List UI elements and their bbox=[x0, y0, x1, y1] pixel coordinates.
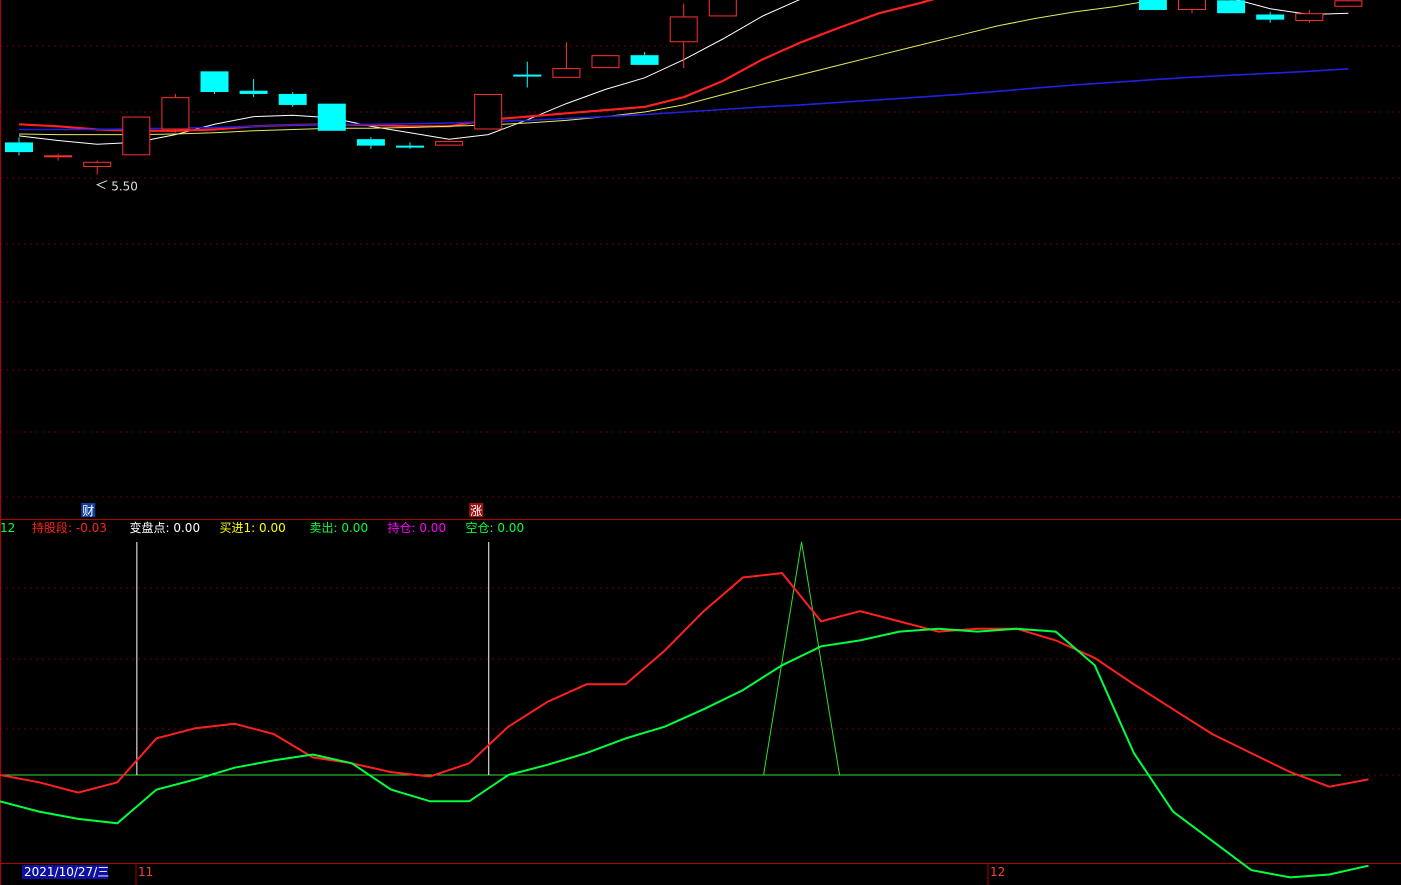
legend-entry: 变盘点: 0.00 bbox=[130, 520, 201, 535]
candlesticks bbox=[5, 0, 1363, 175]
candle-body bbox=[5, 142, 33, 153]
event-marker-box bbox=[81, 503, 96, 517]
legend-entry: 买进1: 0.00 bbox=[220, 521, 286, 535]
current-date: 2021/10/27/三 bbox=[24, 865, 109, 879]
candle-body bbox=[552, 68, 581, 78]
candle-body bbox=[1178, 0, 1206, 10]
candle-body bbox=[356, 139, 385, 146]
candle-body bbox=[200, 71, 229, 93]
candle-body bbox=[161, 97, 190, 130]
candle-body bbox=[396, 145, 424, 148]
legend-entry: 空仓: 0.00 bbox=[466, 521, 525, 535]
candle-body bbox=[669, 16, 698, 43]
candle-body bbox=[513, 74, 542, 77]
moving-average-line bbox=[19, 68, 1349, 131]
candle-body bbox=[1295, 13, 1324, 21]
candle-body bbox=[1334, 0, 1363, 7]
month-label: 12 bbox=[990, 865, 1005, 879]
candle-body bbox=[1256, 14, 1285, 20]
event-marker-box bbox=[469, 503, 484, 517]
candle-body bbox=[474, 93, 503, 130]
legend-entry: 卖出: 0.00 bbox=[310, 521, 369, 535]
indicator-panel bbox=[0, 541, 1369, 879]
legend-entry: 12 bbox=[0, 521, 15, 535]
candle-body bbox=[435, 141, 464, 146]
date-box bbox=[22, 865, 108, 879]
legend-entry: 持股段: -0.03 bbox=[32, 520, 107, 535]
candle-body bbox=[239, 90, 268, 94]
candle-body bbox=[83, 161, 112, 167]
month-label: 11 bbox=[138, 865, 153, 879]
indicator-line bbox=[0, 572, 1369, 794]
candle-body bbox=[591, 55, 620, 69]
candle-body bbox=[122, 116, 151, 156]
moving-average-line bbox=[18, 0, 1159, 136]
indicator-legend: 12 持股段: -0.03 变盘点: 0.00 买进1: 0.00 卖出: 0.00 持仓… bbox=[0, 520, 524, 535]
candle-body bbox=[44, 155, 73, 158]
candle-body bbox=[317, 103, 346, 131]
candle-body bbox=[278, 93, 307, 105]
candle-body bbox=[630, 55, 659, 65]
low-price-label: 5.50 bbox=[111, 180, 138, 194]
indicator-line bbox=[0, 627, 1369, 879]
time-axis: 2021/10/27/三 11 12 bbox=[22, 864, 1005, 885]
legend-entry: 持仓: 0.00 bbox=[388, 520, 447, 535]
low-arrow bbox=[95, 180, 108, 190]
candle-body bbox=[1138, 0, 1167, 10]
candle-body bbox=[1217, 0, 1246, 14]
candle-body bbox=[708, 0, 737, 17]
signal-spike bbox=[763, 541, 841, 776]
event-marker: 财 bbox=[82, 504, 94, 518]
event-marker: 涨 bbox=[470, 503, 482, 518]
